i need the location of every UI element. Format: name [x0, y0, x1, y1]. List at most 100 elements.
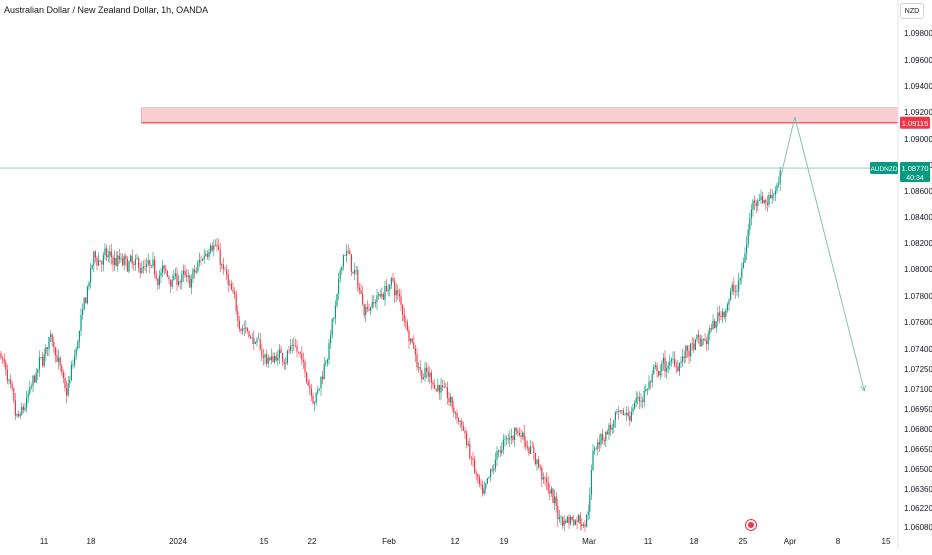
candle-327 [523, 424, 525, 449]
candle-188 [301, 346, 303, 365]
price-axis[interactable]: 1.098001.096001.094001.092001.090001.088… [904, 29, 932, 532]
candle-49 [78, 330, 80, 348]
candle-206 [330, 330, 332, 349]
candle-71 [114, 250, 116, 272]
candle-342 [547, 475, 549, 495]
candle-476 [762, 192, 764, 205]
candle-288 [461, 417, 463, 431]
candle-404 [646, 387, 648, 396]
y-tick-label: 1.09200 [904, 108, 932, 117]
candle-98 [157, 278, 159, 291]
candle-160 [256, 336, 258, 347]
candle-22 [35, 367, 37, 384]
candle-199 [318, 388, 320, 392]
candle-139 [222, 257, 224, 275]
candle-362 [579, 511, 581, 531]
candle-473 [757, 198, 759, 212]
candle-335 [536, 458, 538, 471]
candle-321 [514, 427, 516, 447]
candle-425 [680, 356, 682, 368]
candle-373 [597, 438, 599, 456]
candle-287 [459, 420, 461, 429]
candle-145 [232, 282, 234, 295]
candle-106 [170, 279, 172, 294]
candle-51 [82, 303, 84, 320]
candle-478 [765, 198, 767, 210]
flag-event-icon[interactable] [745, 519, 757, 531]
candle-167 [267, 354, 269, 369]
candle-418 [669, 354, 671, 370]
candle-146 [234, 287, 236, 299]
candle-276 [442, 379, 444, 391]
candle-330 [528, 445, 530, 456]
candle-220 [352, 271, 354, 274]
candle-224 [358, 282, 360, 295]
candle-151 [242, 324, 244, 336]
candle-420 [672, 351, 674, 364]
candle-118 [189, 274, 191, 288]
candle-269 [430, 369, 432, 390]
candle-325 [520, 428, 522, 443]
candle-198 [317, 385, 319, 396]
candle-16 [26, 390, 28, 413]
candle-396 [634, 400, 636, 410]
y-tick-label: 1.07400 [904, 345, 932, 354]
candle-300 [480, 479, 482, 490]
candle-344 [550, 486, 552, 497]
candle-278 [445, 383, 447, 388]
candle-424 [678, 362, 680, 377]
candle-163 [261, 343, 263, 362]
candle-370 [592, 443, 594, 472]
candle-68 [109, 244, 111, 264]
candle-358 [573, 515, 575, 527]
x-tick-label: 19 [500, 537, 509, 546]
candle-177 [283, 359, 285, 370]
candle-135 [216, 237, 218, 252]
candle-34 [54, 346, 56, 363]
candle-346 [554, 489, 556, 511]
resistance-zone-layer [0, 107, 899, 169]
candle-76 [122, 253, 124, 267]
candle-271 [434, 379, 436, 390]
candle-13 [21, 402, 23, 416]
candle-234 [374, 299, 376, 308]
y-tick-label: 1.07800 [904, 292, 932, 301]
x-tick-label: 11 [40, 537, 49, 546]
candle-270 [432, 379, 434, 389]
candle-449 [718, 305, 720, 324]
candle-432 [691, 337, 693, 351]
candle-105 [168, 275, 170, 285]
candle-402 [643, 385, 645, 408]
candle-48 [77, 339, 79, 351]
candle-377 [603, 437, 605, 446]
candle-422 [675, 360, 677, 374]
candle-380 [608, 422, 610, 440]
candle-260 [416, 347, 418, 371]
candle-457 [731, 281, 733, 295]
candle-360 [576, 516, 578, 530]
candle-470 [752, 198, 754, 217]
x-tick-label: 22 [308, 537, 317, 546]
candle-379 [606, 429, 608, 435]
candle-62 [99, 260, 101, 262]
candle-352 [563, 515, 565, 532]
time-axis[interactable]: 11 18 2024 15 22 Feb 12 19 Mar 11 18 25 Apr 8 15 [40, 537, 891, 546]
candle-12 [19, 411, 21, 419]
candle-94 [150, 265, 152, 269]
candle-169 [270, 348, 272, 365]
candle-455 [728, 297, 730, 312]
candle-108 [173, 269, 175, 281]
candle-428 [685, 345, 687, 363]
currency-button[interactable]: NZD [900, 3, 924, 19]
candle-202 [323, 356, 325, 380]
candle-381 [610, 417, 612, 436]
candle-481 [770, 188, 772, 199]
candle-91 [146, 257, 148, 274]
candle-477 [763, 199, 765, 205]
candle-85 [136, 253, 138, 260]
candle-63 [101, 259, 103, 272]
candle-80 [128, 260, 130, 274]
candle-258 [413, 335, 415, 350]
